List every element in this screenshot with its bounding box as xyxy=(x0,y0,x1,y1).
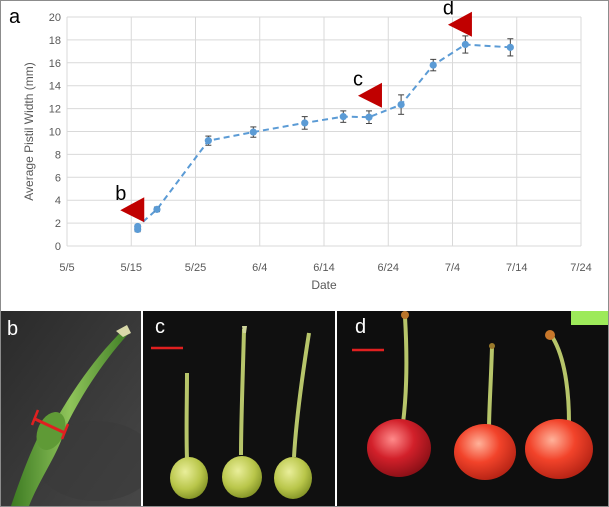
x-axis-title: Date xyxy=(311,278,337,292)
annotation-arrow-b xyxy=(120,197,145,223)
y-tick-label: 8 xyxy=(55,149,61,161)
y-tick-label: 4 xyxy=(55,195,61,207)
data-point xyxy=(339,113,347,121)
annotation-label-c: c xyxy=(353,69,363,91)
photo-panel-d: d xyxy=(337,311,608,506)
green-cherry-image: c xyxy=(143,311,335,506)
y-tick-label: 10 xyxy=(49,127,61,139)
photo-label-d: d xyxy=(355,316,366,338)
photo-label-c: c xyxy=(155,316,165,338)
width-marker xyxy=(34,417,66,435)
annotation-arrow-c xyxy=(357,82,382,108)
data-point xyxy=(429,61,437,69)
y-tick-label: 14 xyxy=(49,81,61,93)
series-line xyxy=(136,43,511,230)
pistil-width-chart: 0 2 4 6 8 10 12 14 16 18 20 5/5 5/15 5/25 6/4 6/14 6/24 7… xyxy=(9,1,592,292)
annotation-label-d: d xyxy=(443,1,454,20)
data-point xyxy=(249,128,257,136)
panel-label-a: a xyxy=(9,6,21,28)
y-axis-title: Average Pistil Width (mm) xyxy=(22,62,36,200)
annotation-label-b: b xyxy=(115,183,126,205)
annotation-arrow-d xyxy=(447,11,472,37)
red-cherry-image: d xyxy=(337,311,608,506)
x-tick-label: 6/24 xyxy=(378,262,399,274)
y-tick-label: 2 xyxy=(55,218,61,230)
x-tick-label: 6/14 xyxy=(313,262,334,274)
y-tick-label: 12 xyxy=(49,104,61,116)
y-tick-label: 16 xyxy=(49,58,61,70)
photo-panel-b: b xyxy=(1,311,141,506)
y-tick-label: 20 xyxy=(49,12,61,24)
tag-marker xyxy=(571,311,608,325)
x-tick-label: 7/14 xyxy=(506,262,527,274)
data-point xyxy=(461,40,469,49)
data-point xyxy=(506,43,514,51)
x-tick-label: 7/4 xyxy=(445,262,460,274)
x-tick-label: 7/24 xyxy=(570,262,591,274)
photo-label-b: b xyxy=(7,318,18,340)
x-tick-label: 5/5 xyxy=(59,262,74,274)
y-tick-label: 18 xyxy=(49,35,61,47)
data-point xyxy=(301,119,309,127)
x-tick-label: 5/15 xyxy=(121,262,142,274)
y-tick-label: 6 xyxy=(55,172,61,184)
pistil-closeup-image: b xyxy=(1,311,141,506)
x-tick-label: 5/25 xyxy=(185,262,206,274)
data-point xyxy=(365,113,373,121)
y-tick-label: 0 xyxy=(55,241,61,253)
photo-panel-c: c xyxy=(143,311,335,506)
data-point xyxy=(153,205,161,213)
data-point xyxy=(397,100,405,109)
data-point xyxy=(134,222,142,231)
data-point xyxy=(204,137,212,145)
x-tick-label: 6/4 xyxy=(252,262,267,274)
